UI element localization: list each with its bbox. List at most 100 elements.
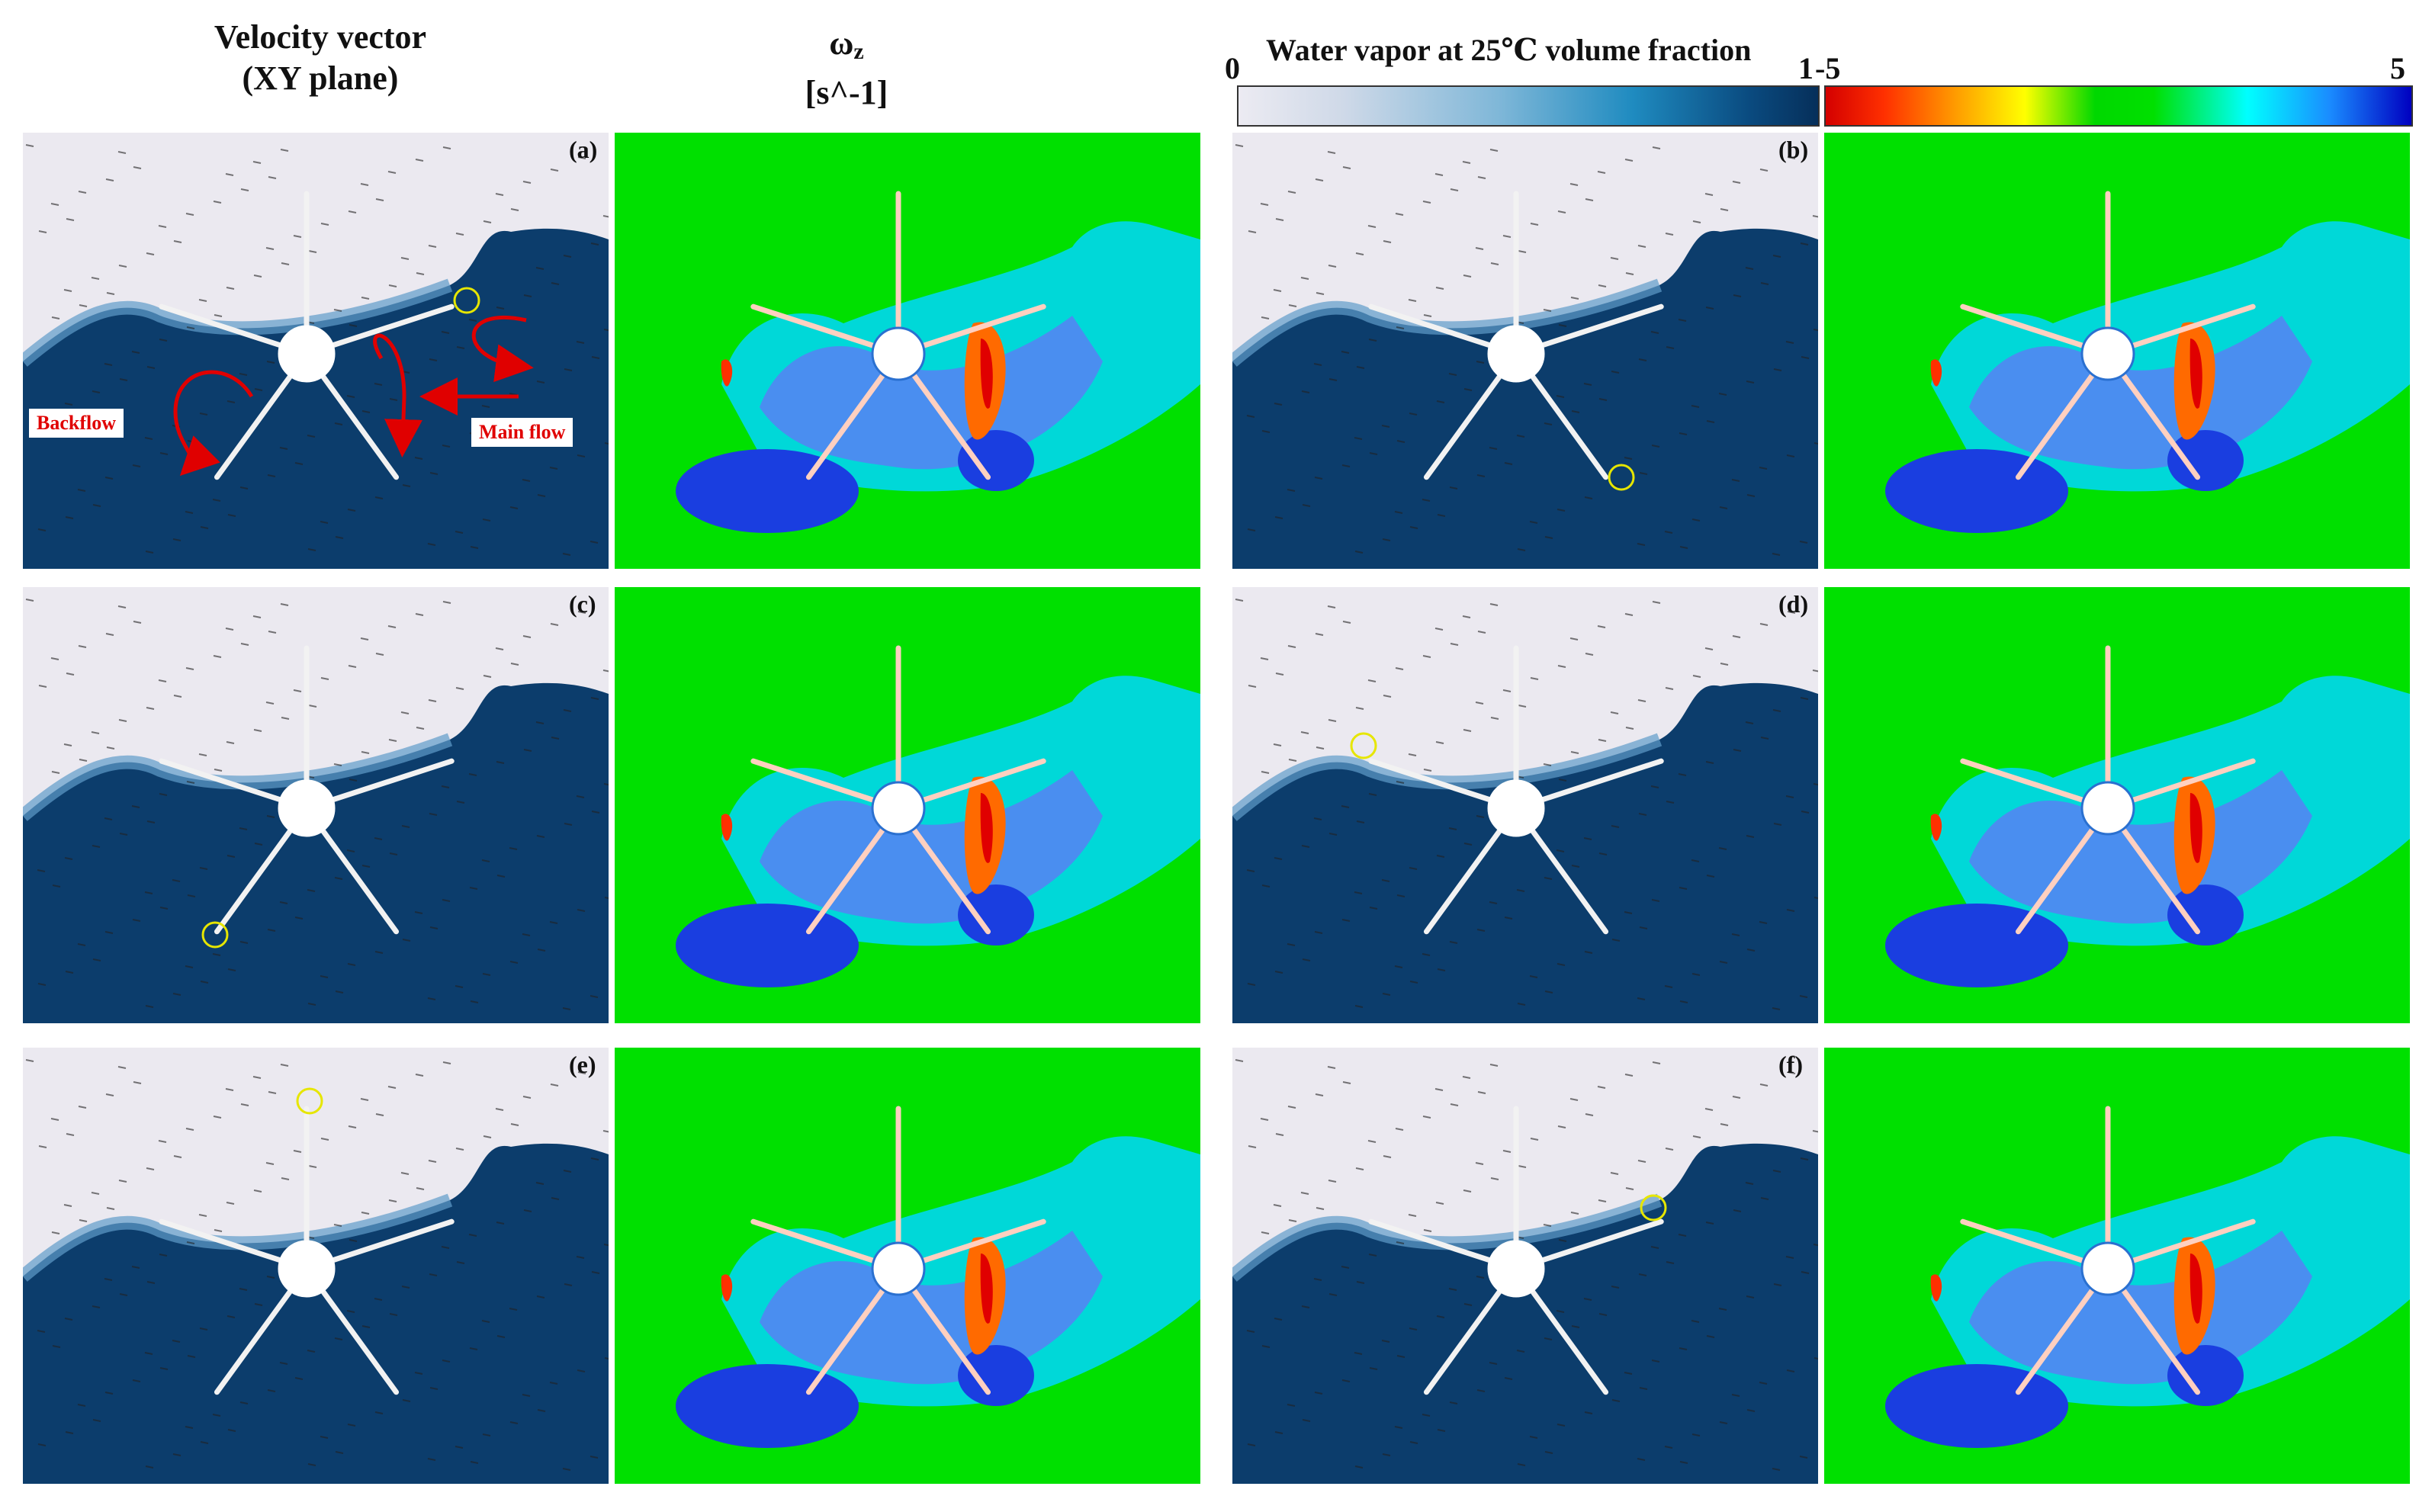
velocity-vector [374,951,384,954]
velocity-vector [1598,852,1608,856]
velocity-vector [334,1337,343,1340]
velocity-vector [564,823,573,826]
velocity-vector [212,499,221,502]
velocity-vector [187,1355,196,1358]
velocity-vector [308,250,317,253]
velocity-vector [564,1283,573,1286]
velocity-vector [1624,159,1634,162]
velocity-vector [240,188,249,191]
velocity-vector [1260,657,1269,660]
liquid-region [23,682,609,1023]
velocity-vector [1394,511,1403,514]
turbine-hub [2080,1241,2135,1296]
velocity-vector [1354,1465,1364,1469]
velocity-vector [77,489,86,492]
velocity-vector [603,783,609,786]
velocity-vector [442,146,451,149]
velocity-vector [320,521,329,524]
vapor-panel [23,587,609,1023]
velocity-vector [1395,667,1404,670]
turbine-hub [1487,779,1545,837]
velocity-vector [1772,1170,1781,1173]
velocity-vector [577,454,586,457]
vapor-colorbar [1237,85,1820,127]
velocity-vector [1422,499,1431,502]
velocity-vector [400,1172,410,1175]
velocity-vector [1449,486,1458,490]
velocity-vector [1517,1003,1526,1006]
velocity-vector [1732,1096,1741,1099]
velocity-vector [1516,435,1525,438]
highlight-circle [1350,732,1377,759]
velocity-vector [1341,919,1351,922]
velocity-vector [268,1091,277,1094]
velocity-vector [1287,943,1296,946]
velocity-vector [1679,432,1688,435]
velocity-vector [293,235,302,238]
velocity-vector [213,201,222,204]
velocity-vector [1812,1130,1818,1133]
velocity-vector [79,304,88,307]
velocity-vector [590,541,599,544]
velocity-vector [1745,267,1754,270]
velocity-vector [1772,1007,1781,1010]
velocity-vector [1288,1219,1297,1222]
velocity-vector [1733,1209,1742,1212]
velocity-vector [1355,252,1364,255]
velocity-vector [159,1367,169,1370]
velocity-vector [1637,543,1646,546]
velocity-vector [1449,1401,1458,1404]
velocity-vector [360,183,369,186]
velocity-vector [603,329,609,332]
velocity-vector [1585,653,1594,656]
velocity-vector [1354,1005,1364,1008]
velocity-vector [361,865,371,868]
velocity-vector [1598,1199,1607,1202]
velocity-vector [577,156,586,159]
velocity-vector [1679,1347,1688,1350]
velocity-vector [360,637,369,640]
velocity-vector [64,857,73,860]
velocity-vector [591,356,600,359]
velocity-vector [1786,454,1795,457]
velocity-vector [483,1135,492,1138]
velocity-vector [199,1327,208,1331]
velocity-vector [119,1293,128,1296]
velocity-vector [441,1246,450,1249]
velocity-vector [1247,1443,1256,1446]
velocity-vector [1315,1093,1324,1096]
velocity-vector [522,635,532,638]
velocity-vector [1396,1355,1406,1358]
velocity-vector [1463,388,1473,391]
velocity-vector [1584,1411,1593,1414]
velocity-vector [563,1170,572,1173]
velocity-vector [1261,771,1270,774]
velocity-vector [590,697,599,700]
velocity-vector [1368,339,1377,342]
velocity-vector [172,879,181,882]
velocity-vector [1302,1419,1311,1422]
velocity-vector [1435,287,1444,290]
velocity-vector [1382,538,1391,541]
velocity-vector [214,769,223,772]
velocity-vector [132,464,141,467]
velocity-vector [63,1204,72,1207]
velocity-vector [415,1074,424,1077]
velocity-vector [1773,368,1782,371]
velocity-vector [1408,299,1417,302]
velocity-vector [510,1123,519,1126]
velocity-vector [106,292,115,295]
velocity-vector [1760,1197,1769,1200]
velocity-vector [1274,857,1283,860]
velocity-vector [388,284,397,287]
velocity-vector [1396,894,1406,897]
velocity-vector [1801,1271,1810,1274]
velocity-vector [307,889,316,892]
velocity-vector [1273,1204,1282,1207]
turbine-hub [278,1240,336,1298]
velocity-vector [281,262,290,265]
velocity-vector [144,437,153,440]
velocity-vector [374,1298,383,1301]
velocity-vector [185,213,194,216]
velocity-vector [1422,1116,1431,1119]
